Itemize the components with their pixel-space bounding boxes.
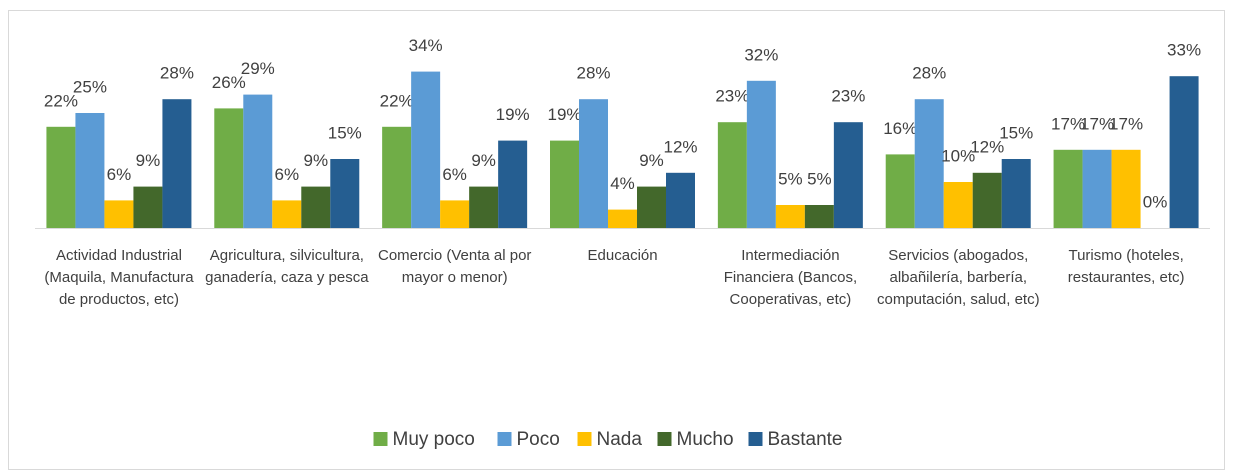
value-label: 15% [328,123,362,142]
bar [550,140,579,228]
bar [746,80,776,228]
bar [637,186,666,228]
bar [243,94,273,228]
bar [579,99,608,228]
value-label: 26% [212,73,246,92]
value-label: 9% [639,151,664,170]
value-label: 6% [442,165,467,184]
bar [75,113,105,228]
value-label: 5% [807,169,832,188]
bar [133,186,163,228]
x-tick-label: Agricultura, silvicultura, ganadería, ca… [205,247,369,286]
value-label: 17% [1080,114,1114,133]
value-label: 15% [999,123,1033,142]
value-label: 16% [883,119,917,138]
bar [914,99,944,228]
value-label: 6% [107,165,132,184]
bar [804,205,834,228]
bar [1111,149,1141,228]
bar [440,200,470,228]
bar [382,126,412,228]
bar [214,108,244,228]
x-tick-label: Turismo (hoteles, restaurantes, etc) [1067,247,1185,286]
bar [104,200,134,228]
bar [717,122,747,228]
value-label: 25% [73,77,107,96]
value-label: 9% [303,151,328,170]
value-label: 6% [274,165,299,184]
x-tick-label: Actividad Industrial (Maquila, Manufactu… [44,247,194,308]
legend-swatch [657,432,672,446]
legend-swatch [748,432,763,446]
bar [666,172,695,228]
value-label: 17% [1051,114,1085,133]
value-label: 33% [1167,41,1201,60]
bar [498,140,528,228]
legend-swatch [577,432,592,446]
bar [608,209,637,228]
bar [411,71,441,228]
value-label: 32% [744,45,778,64]
legend-label: Muy poco [393,429,475,450]
value-label: 5% [778,169,803,188]
value-label: 22% [44,91,78,110]
value-label: 23% [715,87,749,106]
bar [885,154,915,228]
value-label: 28% [576,64,610,83]
value-label: 9% [471,151,496,170]
value-label: 22% [380,91,414,110]
value-label: 12% [970,137,1004,156]
value-label: 0% [1143,192,1168,211]
bar [833,122,863,228]
bar [330,159,360,228]
value-label: 4% [610,174,635,193]
bar [46,126,76,228]
chart-frame [8,10,1225,470]
legend-swatch [373,432,388,446]
x-tick-label: Comercio (Venta al por mayor o menor) [378,247,532,286]
value-label: 28% [160,64,194,83]
legend-swatch [497,432,512,446]
value-label: 17% [1109,114,1143,133]
bar [469,186,499,228]
bar [301,186,331,228]
bar [775,205,805,228]
value-label: 10% [941,146,975,165]
value-label: 23% [831,87,865,106]
legend-label: Poco [517,429,560,450]
value-label: 9% [136,151,161,170]
bar [1082,149,1112,228]
legend-label: Nada [597,429,643,450]
bar [1053,149,1083,228]
legend-label: Bastante [768,429,843,450]
x-tick-label: Intermediación Financiera (Bancos, Coope… [723,247,858,308]
bar [1169,76,1199,228]
value-label: 29% [241,59,275,78]
x-tick-label: Educación [587,247,658,264]
value-label: 34% [409,36,443,55]
x-tick-label: Servicios (abogados, albañilería, barber… [876,247,1040,308]
value-label: 12% [663,137,697,156]
legend-label: Mucho [677,429,734,450]
value-label: 28% [912,64,946,83]
value-label: 19% [547,105,581,124]
bar [972,172,1002,228]
bar [162,99,192,228]
bar [272,200,302,228]
value-label: 19% [496,105,530,124]
bar [1001,159,1031,228]
bar [943,182,973,228]
